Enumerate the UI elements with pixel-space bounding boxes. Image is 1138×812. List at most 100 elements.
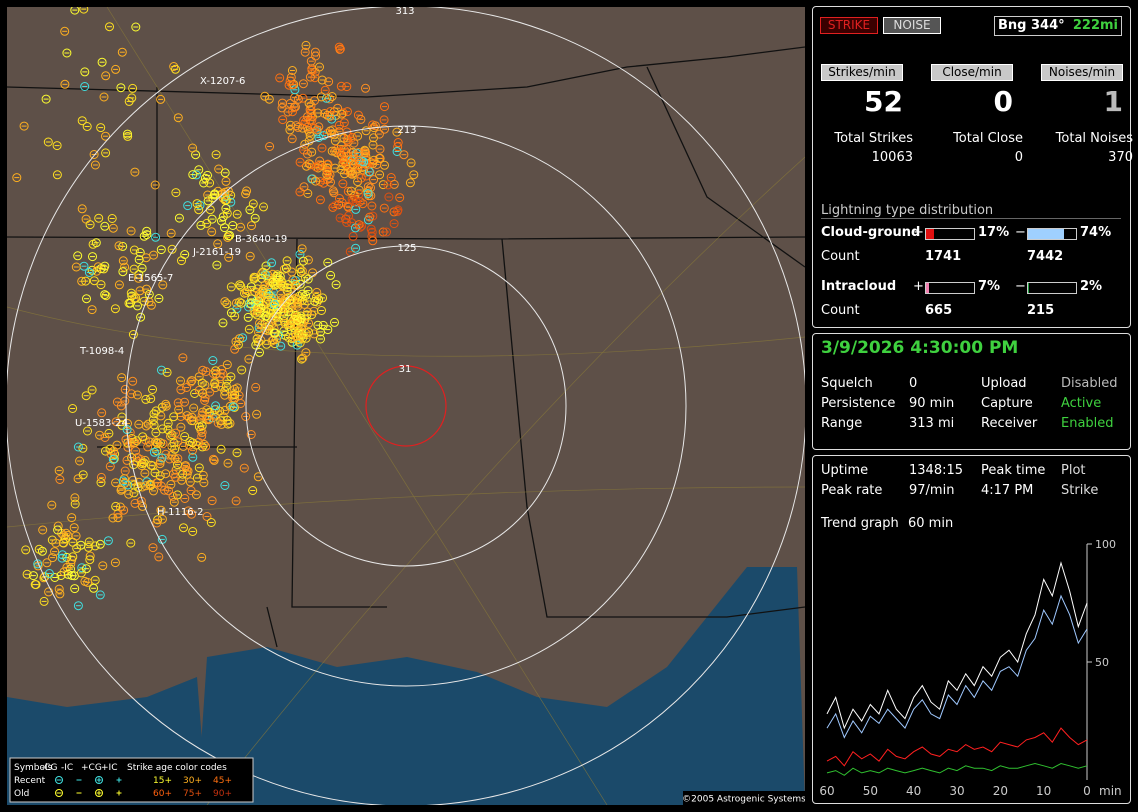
strike-symbol	[178, 441, 188, 451]
strike-symbol	[133, 483, 143, 492]
strike-symbol	[141, 253, 151, 263]
strike-symbol	[309, 123, 319, 133]
strike-symbol	[40, 572, 50, 582]
trend-line	[826, 561, 1088, 730]
strike-symbol	[180, 494, 190, 503]
strike-symbol	[129, 245, 139, 255]
strike-symbol	[139, 458, 149, 468]
strike-symbol	[118, 256, 128, 266]
strike-symbol	[144, 297, 154, 307]
strike-symbol	[19, 121, 29, 131]
legend-symbol	[55, 776, 63, 784]
strike-symbol	[254, 296, 264, 306]
strike-symbol	[302, 161, 311, 171]
cell: Uptime	[821, 463, 869, 478]
cell: 4:17 PM	[981, 483, 1034, 498]
bearing-box: Bng 344° 222mi	[994, 16, 1122, 36]
strike-symbol	[295, 279, 305, 289]
strike-symbol	[149, 447, 159, 457]
legend-header: -IC	[61, 763, 73, 773]
strike-symbol	[22, 569, 32, 579]
strike-symbol	[75, 456, 85, 466]
strike-symbol	[359, 157, 369, 167]
trend-line	[826, 727, 1088, 767]
strike-symbol	[221, 176, 231, 186]
rate-label: Strikes/min	[821, 64, 903, 81]
strike-symbol	[48, 553, 58, 563]
strike-symbol	[60, 79, 70, 89]
strike-symbol	[258, 267, 268, 277]
strike-symbol	[163, 425, 173, 435]
strike-symbol	[151, 406, 161, 416]
strike-symbol	[83, 426, 92, 436]
strike-symbol	[270, 280, 280, 290]
strike-symbol	[307, 147, 317, 157]
pct-fill	[1028, 283, 1029, 293]
strike-symbol	[311, 176, 320, 186]
strike-symbol	[149, 486, 158, 496]
minus-count: 7442	[1027, 249, 1064, 264]
strike-symbol	[135, 248, 145, 257]
strike-symbol	[287, 66, 297, 75]
strike-symbol	[194, 422, 204, 432]
strike-symbol	[307, 65, 317, 75]
strike-symbol	[148, 543, 158, 553]
strike-symbol	[323, 168, 333, 177]
strike-symbol	[129, 460, 139, 470]
legend-symbol	[95, 789, 103, 797]
strike-symbol	[88, 239, 98, 249]
strike-symbol	[326, 270, 336, 280]
strike-symbol	[222, 208, 232, 218]
strike-symbol	[97, 408, 107, 418]
strike-symbol	[382, 227, 391, 237]
strike-symbol	[303, 286, 313, 296]
strike-symbol	[132, 436, 142, 446]
strike-symbol	[249, 274, 259, 284]
strike-symbol	[290, 310, 300, 320]
strike-symbol	[39, 573, 49, 583]
strike-symbol	[101, 131, 110, 141]
strike-symbol	[379, 115, 389, 125]
strike-symbol	[298, 79, 308, 89]
cell: Enabled	[1061, 416, 1114, 431]
strike-symbol	[62, 552, 72, 562]
strike-symbol	[78, 443, 88, 453]
strike-symbol	[328, 202, 338, 212]
strike-symbol	[305, 72, 315, 82]
legend-recent: Recent	[14, 776, 46, 786]
strike-symbol	[194, 437, 204, 447]
strike-symbol	[77, 204, 87, 214]
strike-symbol	[347, 169, 357, 179]
strike-symbol	[84, 268, 94, 277]
ring-label: 213	[397, 125, 416, 136]
strike-symbol	[70, 493, 80, 503]
strike-symbol	[277, 98, 287, 108]
strike-symbol	[210, 377, 220, 387]
strike-symbol	[297, 329, 307, 339]
strike-symbol	[160, 485, 169, 495]
strike-symbol	[38, 525, 48, 535]
strike-button[interactable]: STRIKE	[820, 17, 878, 34]
strike-symbol	[199, 478, 209, 488]
strike-symbol	[209, 455, 219, 465]
strike-symbol	[188, 452, 198, 462]
strike-symbol	[134, 255, 144, 265]
strike-symbol	[368, 140, 378, 150]
strike-symbol	[176, 376, 185, 386]
strike-symbol	[211, 401, 221, 411]
strike-symbol	[197, 410, 207, 420]
strike-symbol	[244, 324, 254, 334]
strike-symbol	[106, 449, 116, 459]
strike-symbol	[335, 44, 345, 54]
strike-symbol	[375, 144, 385, 154]
strike-symbol	[128, 83, 138, 93]
strike-symbol	[182, 383, 192, 392]
strike-symbol	[368, 236, 378, 246]
strike-symbol	[41, 94, 51, 104]
strike-symbol	[200, 393, 210, 403]
strike-symbol	[155, 459, 165, 469]
strike-symbol	[117, 373, 127, 383]
strike-symbol	[169, 497, 179, 507]
noise-button[interactable]: NOISE	[883, 17, 941, 34]
